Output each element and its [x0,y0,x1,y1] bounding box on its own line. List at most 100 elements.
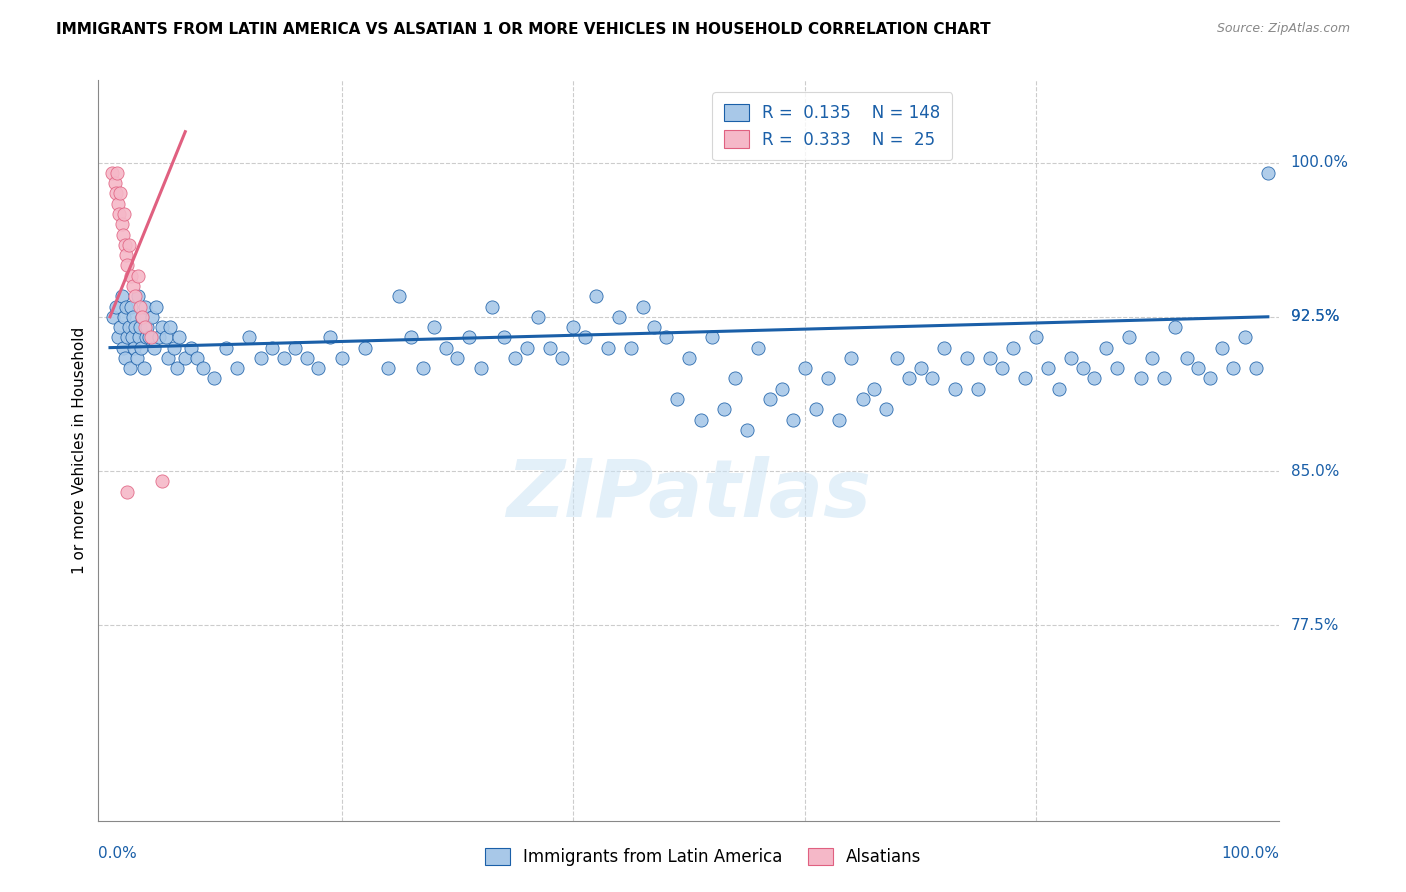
Point [990,361,1012,376]
Point [107,196,129,211]
Point [817,371,839,385]
Point [108,207,131,221]
Y-axis label: 1 or more Vehicles in Household: 1 or more Vehicles in Household [72,326,87,574]
Point [148,330,170,344]
Point [1094,341,1116,355]
Point [112,310,135,324]
Point [1164,320,1187,334]
Point [105,166,128,180]
Point [127,268,149,283]
Point [481,300,503,314]
Point [124,341,146,355]
Point [330,351,353,365]
Point [134,320,156,334]
Point [103,310,125,324]
Point [1140,351,1163,365]
Point [114,237,136,252]
Point [174,351,197,365]
Point [104,176,127,190]
Point [562,320,585,334]
Point [782,412,804,426]
Point [159,320,181,334]
Point [110,289,132,303]
Point [114,351,136,365]
Point [1175,351,1198,365]
Point [678,351,700,365]
Point [120,300,142,314]
Point [131,310,153,324]
Point [516,341,538,355]
Point [121,330,143,344]
Point [107,330,129,344]
Point [110,186,132,201]
Point [770,382,793,396]
Point [117,237,139,252]
Point [166,361,188,376]
Point [104,300,127,314]
Text: 100.0%: 100.0% [1222,846,1279,861]
Point [138,330,160,344]
Point [1107,361,1129,376]
Point [503,351,526,365]
Point [129,300,152,314]
Text: 100.0%: 100.0% [1291,155,1348,170]
Point [643,320,665,334]
Point [131,310,153,324]
Point [875,402,897,417]
Point [828,412,851,426]
Point [156,351,179,365]
Point [806,402,828,417]
Point [932,341,955,355]
Text: 0.0%: 0.0% [98,846,138,861]
Point [186,351,208,365]
Point [122,279,145,293]
Point [180,341,202,355]
Point [117,320,139,334]
Point [319,330,342,344]
Point [1014,371,1036,385]
Point [724,371,747,385]
Point [238,330,260,344]
Point [631,300,654,314]
Point [215,341,238,355]
Point [910,361,932,376]
Point [1060,351,1083,365]
Text: 92.5%: 92.5% [1291,310,1339,325]
Point [735,423,758,437]
Point [609,310,631,324]
Point [620,341,643,355]
Point [538,341,561,355]
Point [689,412,711,426]
Point [101,166,124,180]
Point [124,289,146,303]
Point [141,310,163,324]
Point [897,371,920,385]
Point [132,361,155,376]
Point [117,259,139,273]
Point [747,341,769,355]
Point [1129,371,1152,385]
Point [117,484,139,499]
Legend: R =  0.135    N = 148, R =  0.333    N =  25: R = 0.135 N = 148, R = 0.333 N = 25 [713,92,952,161]
Point [956,351,979,365]
Point [104,186,127,201]
Point [759,392,782,406]
Point [143,341,166,355]
Point [921,371,943,385]
Point [1187,361,1209,376]
Point [129,320,152,334]
Point [118,361,141,376]
Text: 85.0%: 85.0% [1291,464,1339,478]
Point [169,330,191,344]
Point [943,382,966,396]
Point [666,392,689,406]
Point [1153,371,1175,385]
Point [399,330,422,344]
Point [127,289,149,303]
Point [135,330,157,344]
Point [412,361,434,376]
Point [979,351,1001,365]
Point [377,361,399,376]
Point [112,207,135,221]
Point [1083,371,1105,385]
